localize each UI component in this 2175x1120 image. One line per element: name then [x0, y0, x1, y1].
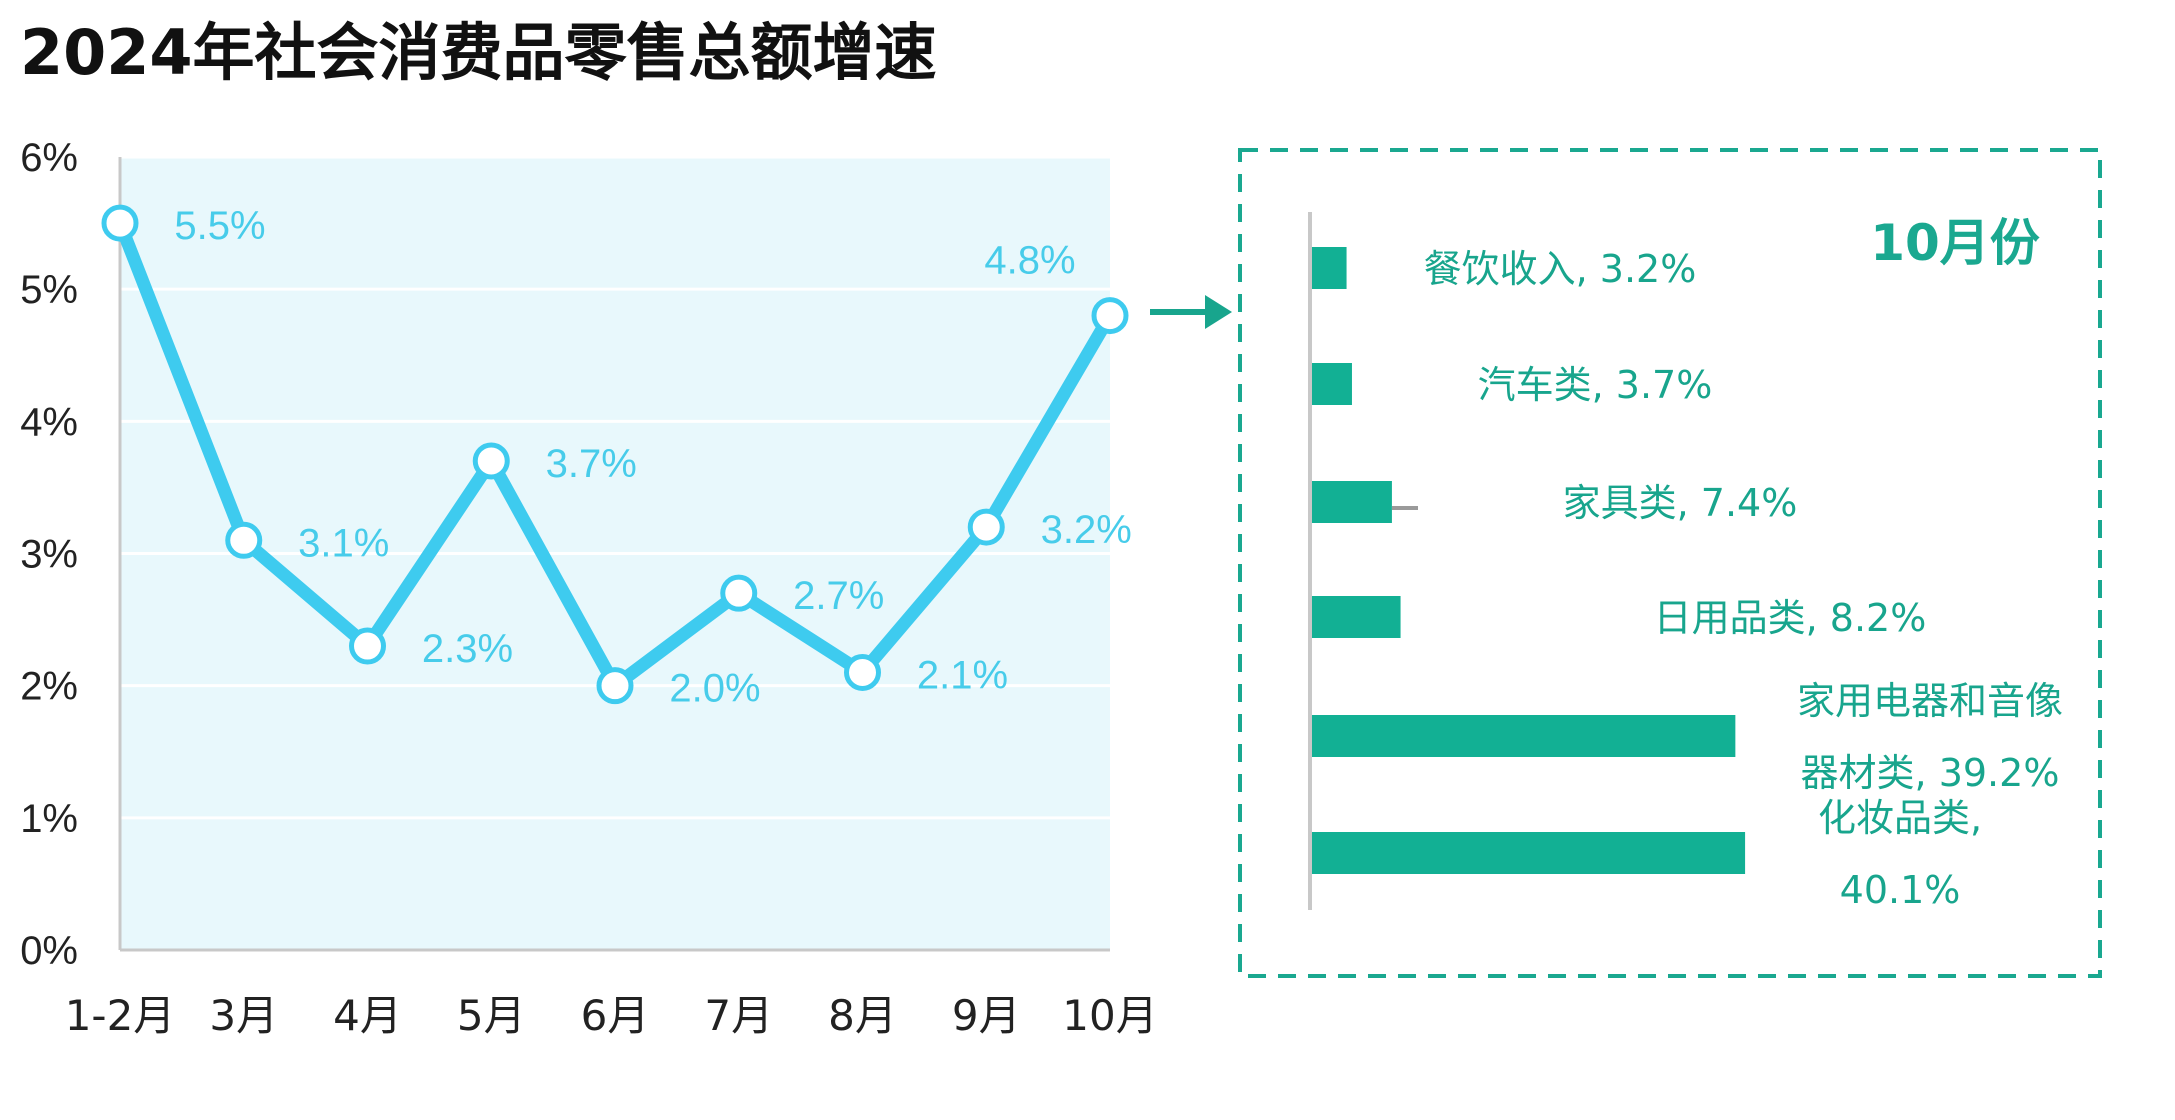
bar-label: 化妆品类, [1818, 796, 1982, 840]
data-point [844, 653, 881, 691]
bar-label: 器材类, 39.2% [1801, 751, 2060, 795]
data-label: 5.5% [174, 204, 265, 248]
data-label: 3.2% [1041, 508, 1132, 552]
data-point [225, 521, 263, 559]
detail-panel-border [1238, 148, 2102, 978]
bar [1312, 832, 1746, 874]
bar [1312, 596, 1401, 638]
bar-label: 日用品类, 8.2% [1654, 596, 1927, 640]
data-point [967, 508, 1005, 546]
x-tick-label: 8月 [828, 991, 897, 1040]
bar-label: 餐饮收入, 3.2% [1424, 247, 1697, 291]
x-tick-label: 6月 [581, 991, 650, 1040]
bar-label: 家具类, 7.4% [1563, 481, 1798, 525]
bar [1312, 715, 1736, 757]
data-point [1091, 297, 1129, 335]
y-tick-label: 5% [20, 268, 78, 312]
x-tick-label: 5月 [457, 991, 526, 1040]
x-tick-label: 7月 [704, 991, 773, 1040]
data-point [101, 204, 139, 242]
bar-label: 汽车类, 3.7% [1478, 363, 1713, 407]
data-point [472, 442, 510, 480]
y-tick-label: 6% [20, 136, 78, 180]
data-label: 3.7% [546, 442, 637, 486]
bar [1312, 481, 1392, 523]
detail-panel-title: 10月份 [1870, 214, 2040, 272]
page-title: 2024年社会消费品零售总额增速 [20, 16, 937, 89]
data-label: 2.3% [422, 627, 513, 671]
data-point [349, 627, 386, 665]
x-tick-label: 9月 [952, 991, 1021, 1040]
data-label: 2.7% [793, 574, 884, 618]
bar [1312, 247, 1347, 289]
y-tick-label: 1% [20, 797, 78, 841]
data-label: 2.0% [669, 667, 760, 711]
data-label: 4.8% [984, 239, 1075, 283]
y-tick-label: 3% [20, 533, 78, 577]
data-point [720, 574, 758, 612]
bar-label: 家用电器和音像 [1797, 679, 2063, 723]
data-label: 2.1% [917, 653, 1008, 697]
bar-label: 40.1% [1840, 868, 1961, 912]
x-tick-label: 10月 [1062, 991, 1157, 1040]
data-point [596, 667, 634, 705]
y-tick-label: 4% [20, 400, 78, 444]
data-label: 3.1% [298, 521, 389, 565]
x-tick-label: 3月 [209, 991, 278, 1040]
growth-line-chart: 0% 1% 2% 3% 4% 5% 6% 1-2月 3月 4月 5月 6月 7月 8月 9月 10月 5.5… [20, 136, 1158, 1040]
x-tick-label: 4月 [333, 991, 402, 1040]
y-tick-label: 0% [20, 929, 78, 973]
y-tick-label: 2% [20, 665, 78, 709]
bar [1312, 363, 1352, 405]
x-tick-label: 1-2月 [65, 991, 176, 1040]
